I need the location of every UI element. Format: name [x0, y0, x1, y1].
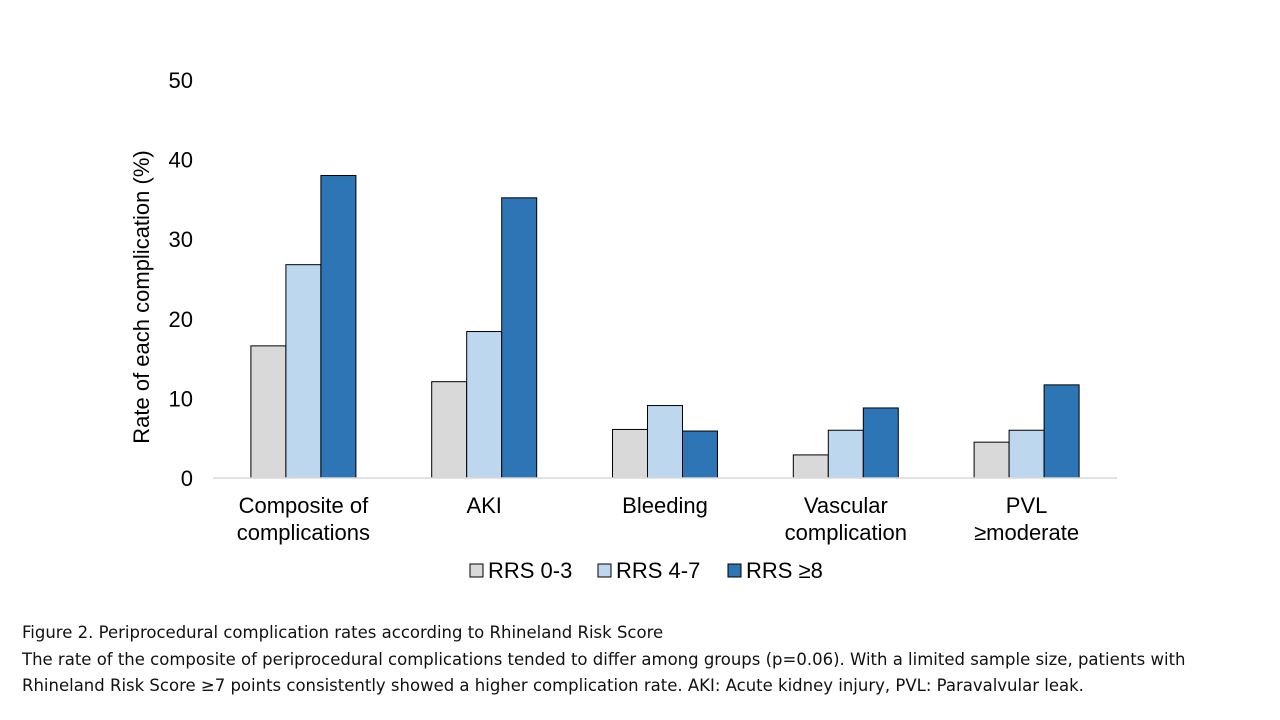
bar [250, 345, 287, 479]
figure-caption-title: Figure 2. Periprocedural complication ra… [22, 623, 664, 642]
y-tick-label: 40 [169, 148, 193, 173]
x-tick-label: Bleeding [622, 493, 708, 518]
x-tick-label: PVL [1006, 493, 1048, 518]
y-tick-label: 30 [169, 227, 193, 252]
legend: RRS 0-3 RRS 4-7 RRS ≥8 [469, 558, 823, 583]
x-tick-label: complications [237, 520, 370, 545]
bar [647, 405, 683, 479]
y-axis: 0 10 20 30 40 50 [169, 68, 193, 491]
y-tick-label: 20 [169, 307, 193, 332]
bar [1008, 429, 1045, 479]
bar [320, 175, 357, 479]
x-tick-label: AKI [466, 493, 501, 518]
bars [250, 175, 1080, 479]
bar [862, 407, 899, 479]
bar [501, 197, 538, 479]
y-tick-label: 10 [169, 386, 193, 411]
bar [682, 430, 718, 479]
legend-label: RRS 0-3 [488, 558, 572, 583]
legend-label: RRS ≥8 [746, 558, 823, 583]
bar [612, 428, 648, 479]
y-axis-label: Rate of each complication (%) [129, 150, 154, 443]
x-tick-label: Composite of [239, 493, 370, 518]
figure-caption-line-1: The rate of the composite of periprocedu… [22, 650, 1186, 669]
legend-swatch [597, 563, 612, 578]
bar [466, 331, 503, 479]
y-tick-label: 50 [169, 68, 193, 93]
bar [431, 381, 468, 479]
legend-swatch [469, 563, 484, 578]
legend-swatch [727, 563, 742, 578]
bar [792, 454, 829, 479]
x-tick-label: ≥moderate [974, 520, 1079, 545]
bar [827, 429, 864, 479]
bar [973, 441, 1010, 479]
bar [1043, 384, 1080, 479]
bar-chart: 0 10 20 30 40 50 Rate of each complication (%… [129, 68, 1117, 583]
legend-label: RRS 4-7 [616, 558, 700, 583]
bar [285, 264, 322, 479]
y-tick-label: 0 [181, 466, 193, 491]
figure-caption-line-2: Rhineland Risk Score ≥7 points consisten… [22, 676, 1084, 695]
x-tick-label: Vascular [804, 493, 888, 518]
x-tick-label: complication [785, 520, 907, 545]
